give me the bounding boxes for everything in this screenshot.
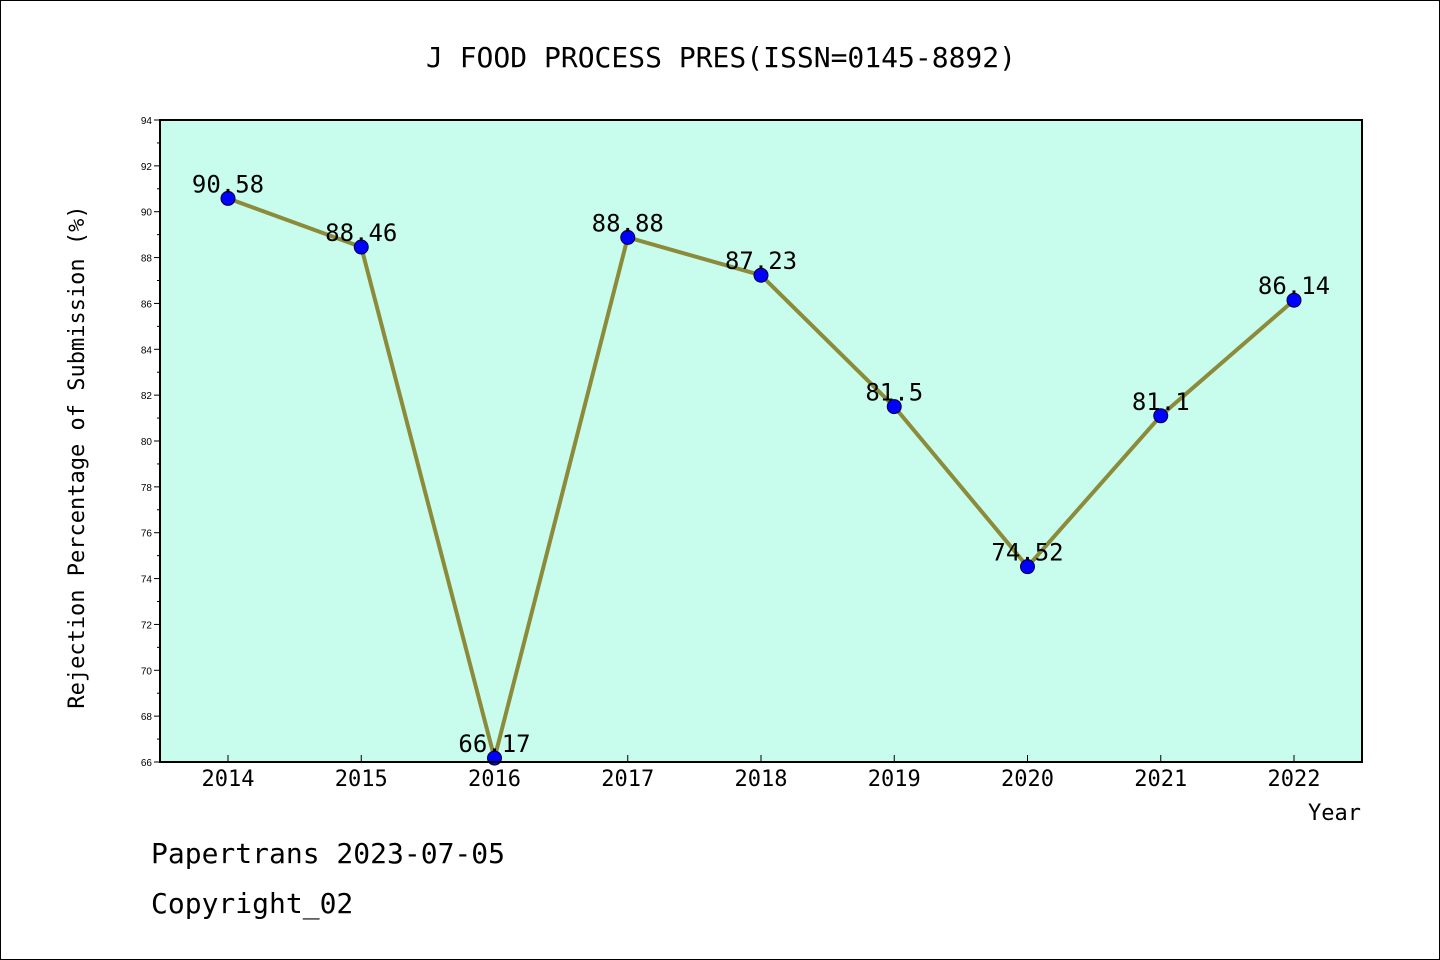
y-tick-label: 86 — [141, 299, 153, 310]
x-tick-label: 2020 — [1001, 767, 1054, 792]
x-tick-label: 2022 — [1268, 767, 1321, 792]
data-label: 87.23 — [725, 247, 797, 275]
footer-source: Papertrans 2023-07-05 — [151, 837, 506, 870]
plot-border — [159, 119, 1363, 763]
y-tick-label: 80 — [141, 437, 153, 448]
data-point — [1153, 408, 1169, 424]
x-tick-label: 2019 — [868, 767, 921, 792]
data-point — [886, 399, 902, 415]
x-axis-label: Year — [1308, 801, 1361, 826]
y-tick-label: 74 — [141, 575, 153, 586]
x-tick-label: 2021 — [1134, 767, 1187, 792]
data-label: 88.88 — [592, 209, 664, 237]
footer-copyright: Copyright_02 — [151, 887, 354, 920]
data-point — [620, 229, 636, 245]
y-tick-label: 84 — [141, 345, 153, 356]
data-labels: 90.58 88.46 66.17 88.88 87.23 81.5 74.52 81.1 86… — [192, 170, 1330, 758]
data-label: 86.14 — [1258, 272, 1330, 300]
y-tick-label: 76 — [141, 529, 153, 540]
plot-area — [160, 120, 1362, 762]
x-tick-label: 2016 — [468, 767, 521, 792]
data-label: 81.1 — [1132, 388, 1190, 416]
x-tick-label: 2014 — [202, 767, 255, 792]
y-tick-label: 66 — [141, 758, 153, 769]
x-axis: 2014 2015 2016 2017 2018 2019 2020 2021 2022 — [202, 755, 1321, 792]
y-tick-label: 90 — [141, 208, 153, 219]
data-point — [1020, 559, 1035, 575]
data-label: 90.58 — [192, 170, 264, 198]
data-point — [1286, 292, 1302, 308]
y-tick-label: 70 — [141, 666, 153, 677]
x-tick-label: 2015 — [335, 767, 388, 792]
data-point — [353, 239, 369, 255]
data-point — [220, 190, 236, 206]
y-tick-label: 92 — [141, 162, 153, 173]
y-tick-label: 94 — [141, 116, 153, 127]
data-label: 81.5 — [865, 379, 923, 407]
y-tick-label: 78 — [141, 483, 153, 494]
chart-title: J FOOD PROCESS PRES(ISSN=0145-8892) — [426, 41, 1016, 74]
data-label: 66.17 — [458, 730, 530, 758]
y-tick-label: 88 — [141, 254, 153, 265]
data-markers — [220, 190, 1302, 766]
y-axis: 66 68 70 72 74 76 78 80 82 84 86 88 90 92 94 — [141, 116, 160, 769]
y-tick-label: 82 — [141, 391, 153, 402]
x-tick-label: 2017 — [601, 767, 654, 792]
y-tick-label: 72 — [141, 620, 153, 631]
data-label: 88.46 — [325, 219, 397, 247]
data-point — [753, 267, 769, 283]
y-tick-label: 68 — [141, 712, 153, 723]
x-tick-label: 2018 — [735, 767, 788, 792]
y-axis-label: Rejection Percentage of Submission (%) — [65, 205, 90, 708]
data-label: 74.52 — [991, 539, 1063, 567]
